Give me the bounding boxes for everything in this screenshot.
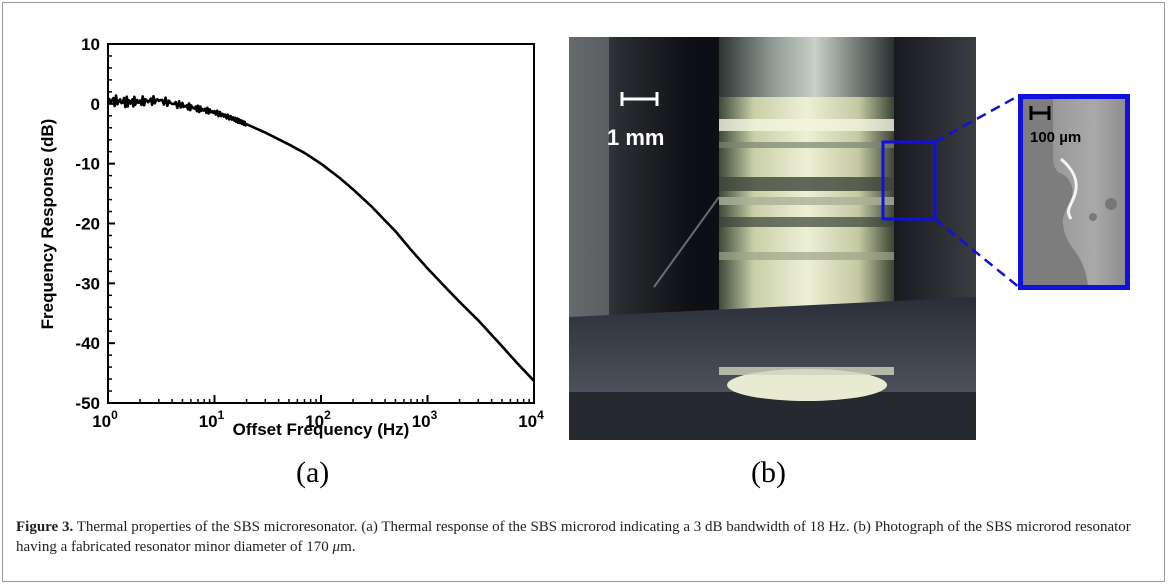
y-tick-label: -50 — [75, 394, 100, 413]
y-tick-label: -10 — [75, 155, 100, 174]
plot-area — [107, 43, 535, 404]
caption-text-2: m. — [340, 539, 356, 555]
x-axis-ticks: 100 101 102 103 104 — [92, 395, 544, 431]
caption-text-1: Thermal properties of the SBS microreson… — [16, 519, 1131, 555]
y-axis-label: Frequency Response (dB) — [38, 119, 57, 330]
caption-mu: μ — [332, 539, 341, 555]
zoom-region-box — [881, 140, 937, 221]
x-tick-label: 103 — [412, 408, 438, 431]
x-tick-label: 102 — [305, 408, 331, 431]
figure-caption: Figure 3. Thermal properties of the SBS … — [16, 517, 1151, 557]
figure-number: Figure 3. — [16, 519, 74, 535]
inset-scene: 100 µm — [1023, 99, 1117, 285]
panel-label-a: (a) — [296, 456, 330, 489]
scale-bar-main — [620, 92, 659, 106]
frequency-response-chart: 100-10-20-30-40-50 100 101 102 103 104 Frequ… — [38, 35, 544, 439]
y-tick-label: -40 — [75, 334, 100, 353]
x-tick-label: 100 — [92, 408, 118, 431]
series-line-frequency-response — [107, 94, 535, 382]
y-tick-label: -20 — [75, 215, 100, 234]
y-tick-label: 0 — [91, 95, 100, 114]
x-axis-label: Offset Frequency (Hz) — [233, 420, 410, 439]
scale-label-inset: 100 µm — [1030, 129, 1081, 146]
y-tick-label: -30 — [75, 274, 100, 293]
scale-label-main: 1 mm — [607, 125, 664, 150]
x-tick-label: 104 — [518, 408, 544, 431]
y-tick-label: 10 — [81, 35, 100, 54]
x-tick-label: 101 — [199, 408, 225, 431]
microrod-photograph: 1 mm — [569, 37, 976, 440]
photo-scene: 1 mm — [569, 37, 976, 440]
y-axis-ticks: 10 0 -10 -20 -30 -40 -50 — [75, 35, 115, 413]
inset-zoom-image: 100 µm — [1018, 94, 1130, 290]
panel-label-b: (b) — [751, 456, 786, 489]
